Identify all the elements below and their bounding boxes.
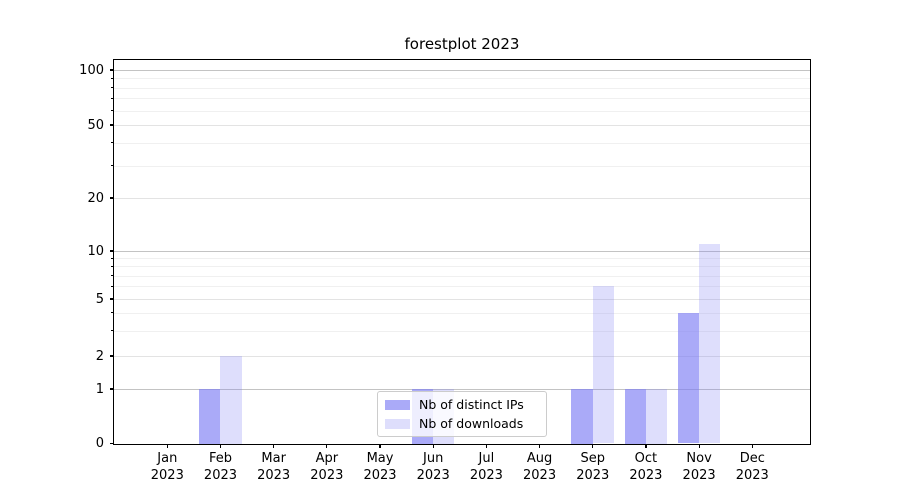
gridline-major xyxy=(114,251,810,252)
legend: Nb of distinct IPs Nb of downloads xyxy=(377,391,547,437)
x-tick-label: Mar 2023 xyxy=(257,451,291,483)
gridline-minor xyxy=(114,78,810,80)
gridline-minor xyxy=(114,110,810,112)
gridline-minor xyxy=(114,98,810,100)
x-tick-label: Jun 2023 xyxy=(416,451,450,483)
legend-label-distinct-ips: Nb of distinct IPs xyxy=(419,397,524,412)
y-minor-tick xyxy=(111,285,114,287)
gridline-minor xyxy=(114,266,810,268)
x-tick xyxy=(698,444,700,448)
bar-downloads-sep xyxy=(592,286,615,444)
y-tick xyxy=(109,388,114,390)
gridline-major xyxy=(114,389,810,390)
gridline-minor xyxy=(114,275,810,277)
legend-swatch-distinct-ips xyxy=(385,399,410,410)
x-tick-label: Sep 2023 xyxy=(576,451,610,483)
x-tick xyxy=(379,444,381,448)
x-tick-label: Dec 2023 xyxy=(735,451,769,483)
legend-item-downloads: Nb of downloads xyxy=(385,416,539,431)
y-tick xyxy=(109,442,114,445)
gridline-minor xyxy=(114,165,810,167)
plot-area: Nb of distinct IPs Nb of downloads xyxy=(113,59,811,445)
y-tick xyxy=(109,197,114,199)
y-tick-label: 0 xyxy=(95,436,104,451)
gridline-minor xyxy=(114,330,810,332)
y-minor-tick xyxy=(111,110,114,112)
gridline-major xyxy=(114,70,810,71)
y-minor-tick xyxy=(111,265,114,267)
x-tick-label: Jan 2023 xyxy=(150,451,184,483)
x-tick xyxy=(592,444,594,448)
bar-distinct-ips-sep xyxy=(571,389,593,444)
legend-item-distinct-ips: Nb of distinct IPs xyxy=(385,397,539,412)
y-minor-tick xyxy=(111,275,114,277)
x-tick xyxy=(326,444,328,448)
y-tick xyxy=(109,124,114,126)
gridline-major xyxy=(114,299,810,300)
y-tick xyxy=(109,69,114,71)
x-tick-label: Oct 2023 xyxy=(629,451,663,483)
y-tick-label: 50 xyxy=(87,117,104,133)
bar-distinct-ips-oct xyxy=(624,389,646,444)
y-tick-label: 5 xyxy=(95,291,104,307)
y-minor-tick xyxy=(111,142,114,144)
gridline-minor xyxy=(114,258,810,260)
y-tick-label: 10 xyxy=(87,243,104,259)
y-minor-tick xyxy=(111,77,114,79)
chart-title: forestplot 2023 xyxy=(404,35,520,53)
y-tick-label: 20 xyxy=(87,190,104,206)
bar-distinct-ips-nov xyxy=(677,312,700,444)
y-tick-label: 1 xyxy=(95,381,104,397)
x-tick xyxy=(166,444,168,448)
bar-downloads-feb xyxy=(220,356,242,444)
gridline-major xyxy=(114,356,810,357)
x-tick xyxy=(432,444,434,448)
x-tick xyxy=(273,444,275,448)
x-tick-label: Jul 2023 xyxy=(469,451,503,483)
y-tick-label: 2 xyxy=(95,348,104,364)
y-minor-tick xyxy=(111,330,114,332)
x-tick-label: Feb 2023 xyxy=(203,451,238,483)
x-tick-label: Nov 2023 xyxy=(682,451,716,483)
x-tick-label: Apr 2023 xyxy=(310,451,344,483)
y-tick xyxy=(109,298,114,300)
bar-downloads-nov xyxy=(699,243,721,444)
x-tick-label: May 2023 xyxy=(363,451,397,483)
gridline-minor xyxy=(114,87,810,89)
x-tick xyxy=(485,444,487,448)
gridline-major xyxy=(114,125,810,126)
bar-distinct-ips-feb xyxy=(199,389,221,444)
gridline-minor xyxy=(114,142,810,144)
y-tick-label: 100 xyxy=(79,62,104,78)
x-tick xyxy=(219,444,222,448)
legend-swatch-downloads xyxy=(385,418,410,429)
y-minor-tick xyxy=(111,257,114,259)
bar-downloads-oct xyxy=(645,389,668,444)
y-tick xyxy=(109,250,114,252)
x-tick xyxy=(751,444,753,448)
gridline-major xyxy=(114,198,810,199)
y-minor-tick xyxy=(111,312,114,314)
gridline-minor xyxy=(114,286,810,288)
legend-label-downloads: Nb of downloads xyxy=(419,416,524,431)
x-tick xyxy=(538,444,541,448)
y-minor-tick xyxy=(111,87,114,89)
y-minor-tick xyxy=(111,165,114,167)
y-minor-tick xyxy=(111,97,114,99)
gridline-minor xyxy=(114,312,810,314)
y-tick xyxy=(109,355,114,357)
x-tick xyxy=(645,444,647,448)
x-tick-label: Aug 2023 xyxy=(523,451,557,483)
